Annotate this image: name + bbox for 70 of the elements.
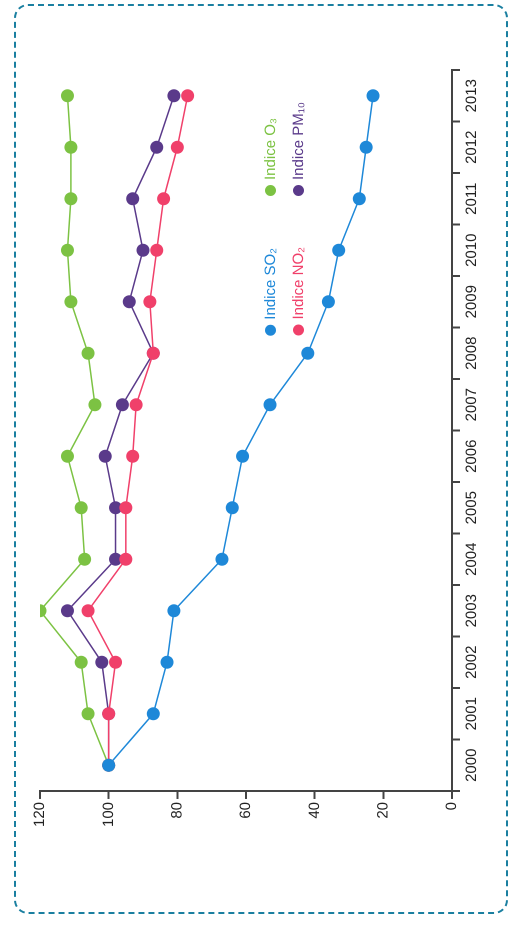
point bbox=[95, 656, 108, 669]
point bbox=[78, 552, 92, 566]
y-tick-label: 2004 bbox=[463, 542, 480, 576]
y-tick-label: 2006 bbox=[463, 440, 480, 473]
point bbox=[181, 89, 194, 102]
x-tick-label: 120 bbox=[31, 802, 48, 828]
point bbox=[82, 707, 95, 720]
point bbox=[119, 501, 132, 514]
point bbox=[60, 450, 74, 463]
point bbox=[146, 707, 160, 720]
point bbox=[157, 192, 170, 206]
point bbox=[122, 295, 136, 308]
point bbox=[82, 604, 95, 618]
point bbox=[82, 346, 95, 360]
x-tick-label: 100 bbox=[100, 802, 117, 828]
y-tick-label: 2005 bbox=[463, 491, 480, 524]
y-tick-label: 2013 bbox=[463, 79, 480, 112]
point bbox=[170, 140, 184, 154]
point bbox=[360, 140, 373, 154]
point bbox=[98, 450, 112, 463]
y-tick-label: 2010 bbox=[463, 234, 480, 267]
point bbox=[167, 89, 180, 102]
x-tick-label: 80 bbox=[168, 802, 186, 819]
point bbox=[64, 295, 78, 308]
point bbox=[322, 295, 335, 308]
x-tick-label: 60 bbox=[237, 802, 254, 819]
text: Indice SO₂ bbox=[262, 248, 280, 320]
point bbox=[126, 192, 140, 206]
x-tick-label: 40 bbox=[306, 802, 323, 819]
point bbox=[301, 346, 314, 360]
point bbox=[64, 140, 78, 154]
y-tick-label: 2011 bbox=[463, 182, 480, 215]
point bbox=[60, 604, 74, 618]
point bbox=[60, 244, 74, 257]
y-tick-label: 2003 bbox=[463, 594, 480, 628]
text: Indice PM₁₀ bbox=[290, 102, 308, 180]
point bbox=[109, 656, 122, 669]
point bbox=[130, 398, 143, 412]
point bbox=[236, 450, 250, 463]
point bbox=[64, 192, 78, 206]
x-tick-label: 0 bbox=[443, 802, 460, 810]
text: Indice O₃ bbox=[262, 118, 280, 180]
point bbox=[215, 552, 228, 566]
point bbox=[119, 552, 132, 566]
point bbox=[332, 244, 346, 257]
point bbox=[167, 604, 180, 618]
point bbox=[150, 244, 164, 257]
point bbox=[160, 656, 174, 669]
y-tick-label: 2000 bbox=[463, 748, 480, 782]
y-tick-label: 2002 bbox=[463, 646, 480, 679]
point bbox=[352, 192, 366, 206]
y-tick-label: 2012 bbox=[463, 130, 480, 164]
point bbox=[74, 501, 88, 514]
x-tick-label: 20 bbox=[374, 802, 392, 819]
point bbox=[74, 656, 88, 669]
point bbox=[264, 398, 277, 412]
point bbox=[150, 140, 164, 154]
point bbox=[226, 501, 239, 514]
y-tick-label: 2008 bbox=[463, 336, 480, 370]
y-tick-label: 2009 bbox=[463, 285, 480, 318]
point bbox=[116, 398, 129, 412]
point bbox=[366, 89, 380, 102]
point bbox=[126, 450, 140, 463]
y-tick-label: 2007 bbox=[463, 388, 480, 422]
point bbox=[143, 295, 156, 308]
y-tick-label: 2001 bbox=[463, 697, 480, 730]
point bbox=[136, 244, 150, 257]
text: Indice NO₂ bbox=[290, 247, 308, 320]
point bbox=[88, 398, 102, 412]
point bbox=[60, 89, 74, 102]
